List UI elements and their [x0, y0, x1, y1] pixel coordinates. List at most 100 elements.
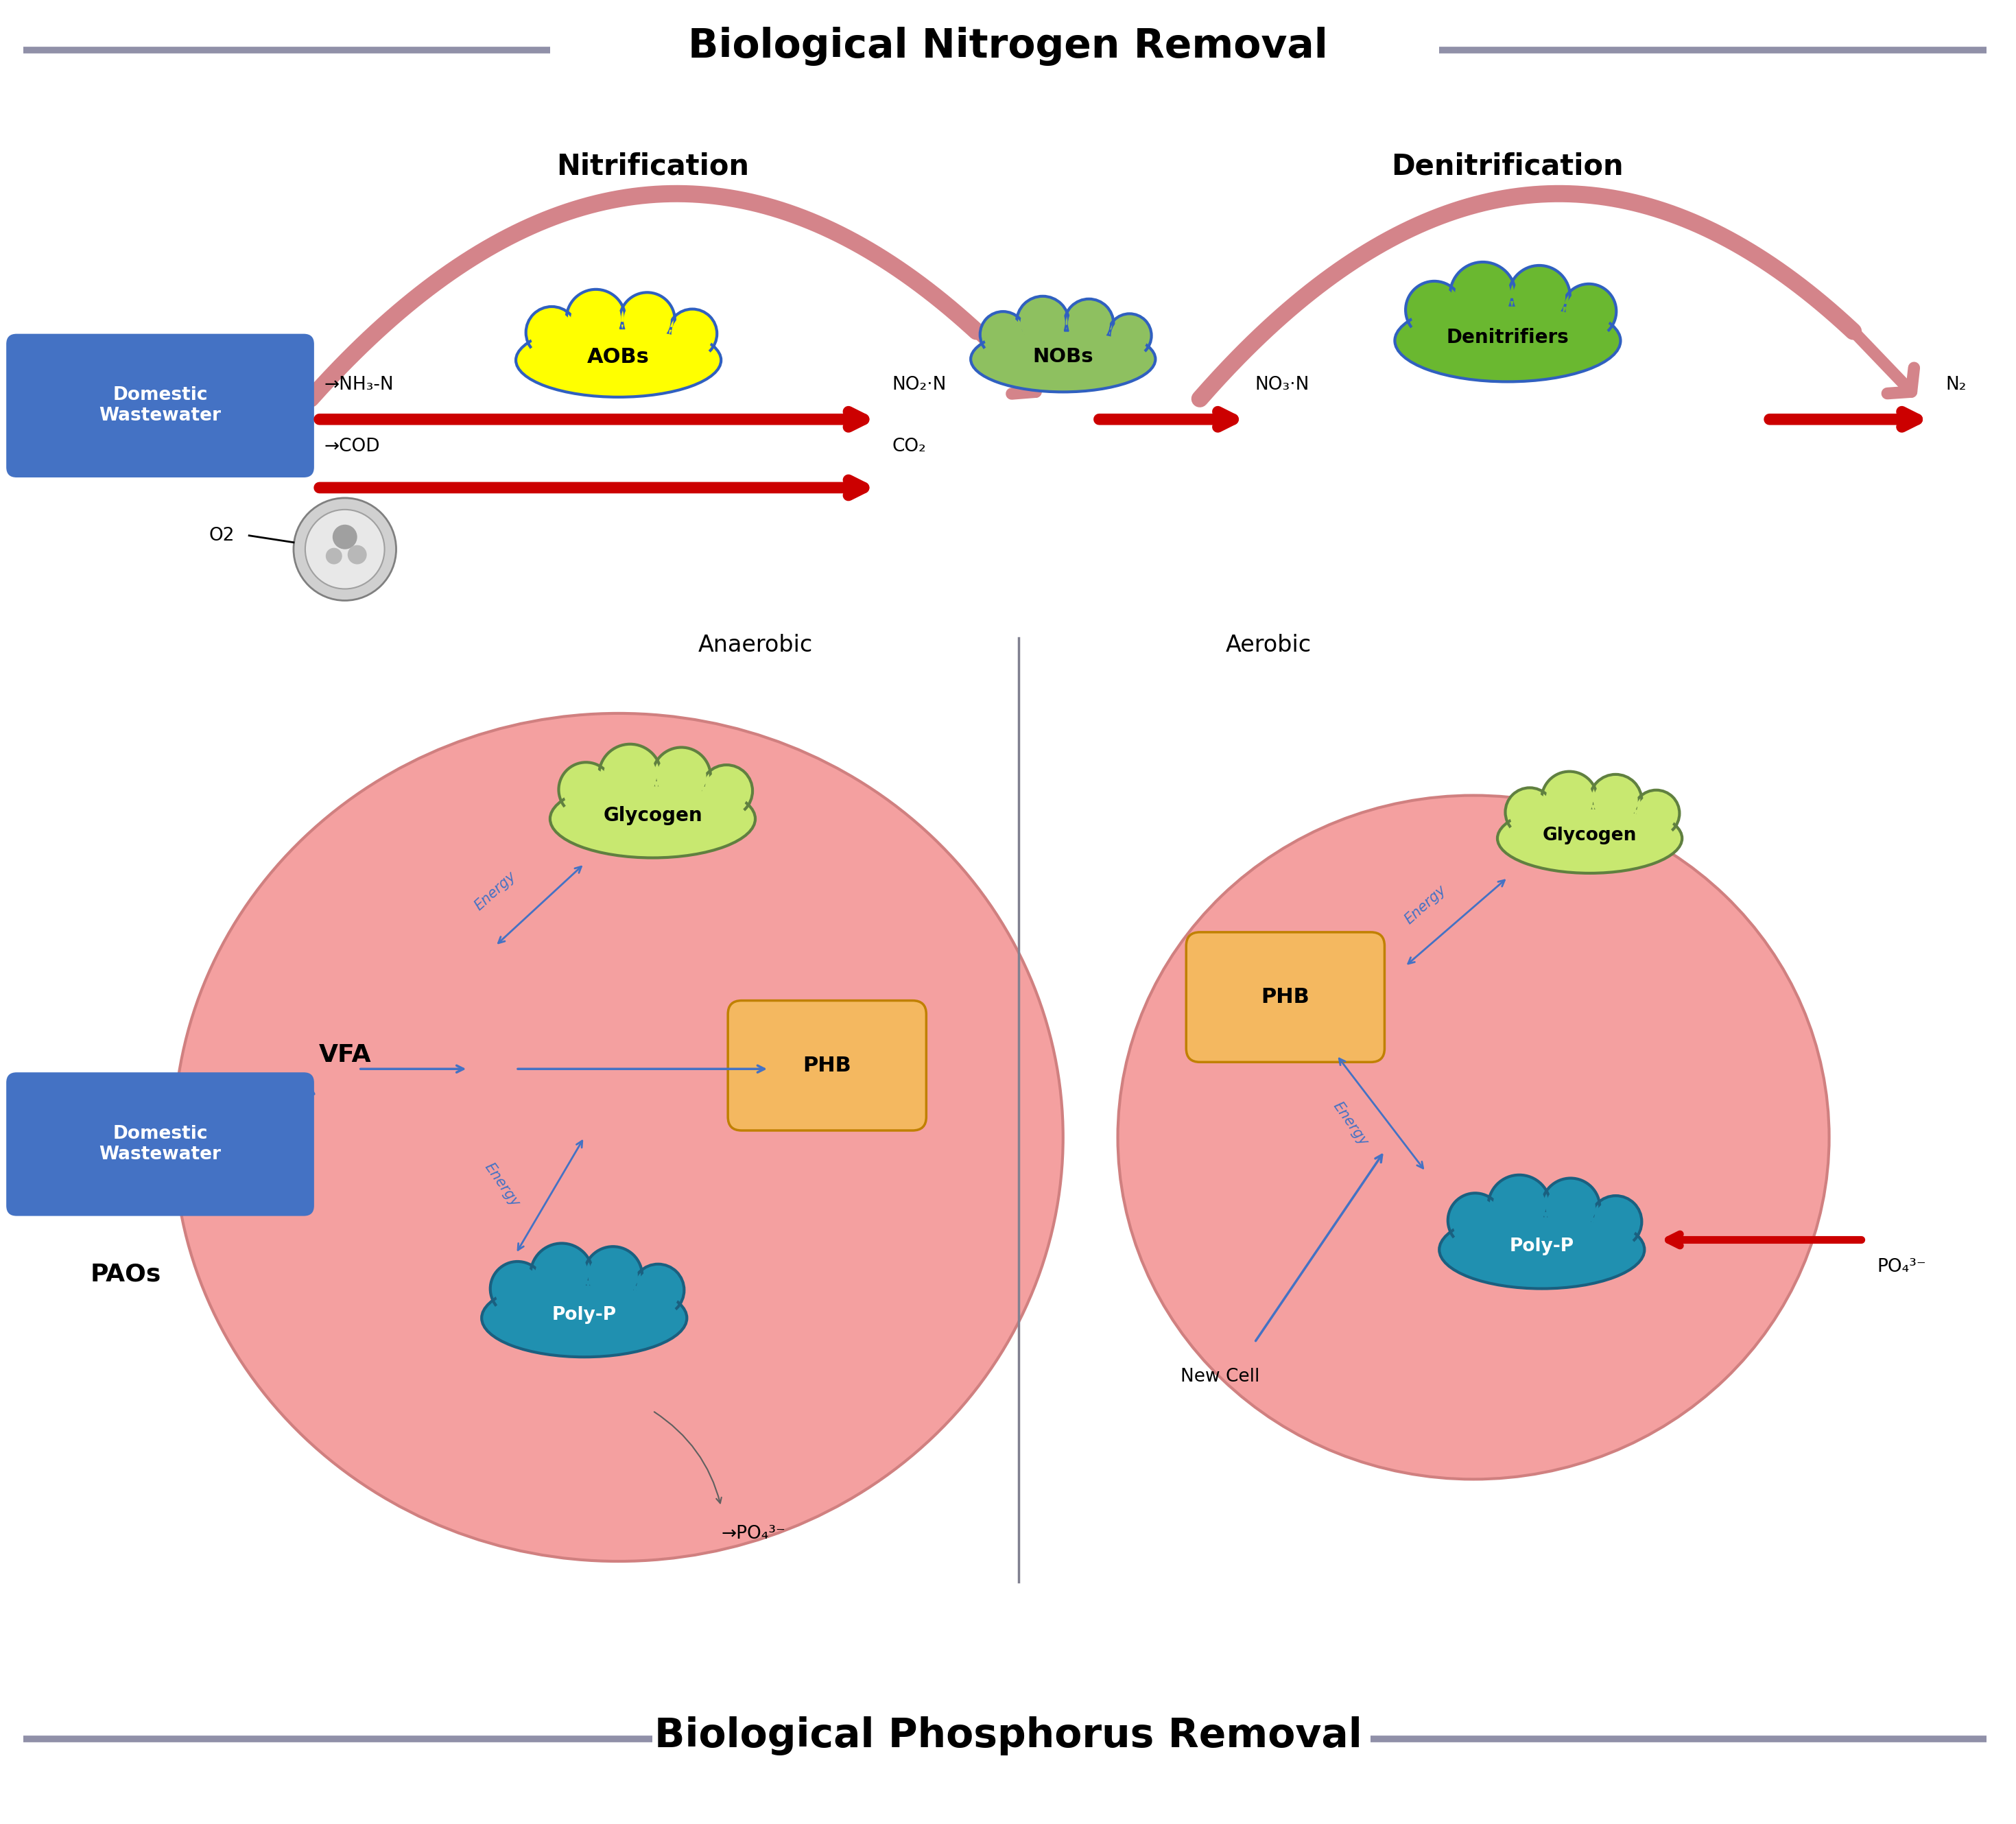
FancyBboxPatch shape [6, 1073, 314, 1217]
Circle shape [571, 294, 621, 345]
Circle shape [562, 766, 609, 814]
Text: PO₄³⁻: PO₄³⁻ [1877, 1259, 1925, 1277]
Text: Glycogen: Glycogen [603, 806, 702, 824]
Circle shape [1508, 266, 1570, 326]
Ellipse shape [558, 786, 748, 852]
Text: N₂: N₂ [1945, 376, 1966, 394]
Ellipse shape [1447, 1217, 1637, 1282]
Text: CO₂: CO₂ [891, 438, 925, 456]
Circle shape [633, 1264, 683, 1317]
Circle shape [1542, 772, 1597, 828]
Circle shape [1562, 285, 1617, 339]
Text: Denitrification: Denitrification [1391, 151, 1623, 181]
Text: Domestic
Wastewater: Domestic Wastewater [99, 1125, 222, 1164]
Circle shape [635, 1268, 679, 1311]
Circle shape [1506, 788, 1554, 837]
Text: →COD: →COD [325, 438, 381, 456]
Circle shape [566, 290, 625, 348]
Circle shape [980, 312, 1026, 358]
Circle shape [619, 292, 675, 348]
Circle shape [1447, 1193, 1502, 1248]
Circle shape [1637, 793, 1675, 834]
FancyBboxPatch shape [1185, 932, 1385, 1062]
Ellipse shape [1439, 1211, 1645, 1288]
Circle shape [1566, 288, 1613, 334]
Text: NOBs: NOBs [1032, 347, 1093, 367]
Text: Poly-P: Poly-P [1510, 1237, 1574, 1255]
Circle shape [1405, 281, 1464, 339]
Circle shape [1111, 317, 1149, 354]
Circle shape [1452, 1197, 1498, 1244]
Text: VFA: VFA [319, 1043, 371, 1067]
Ellipse shape [516, 323, 722, 398]
Ellipse shape [550, 781, 756, 857]
Circle shape [490, 1262, 544, 1317]
Ellipse shape [972, 326, 1155, 392]
Circle shape [333, 525, 357, 549]
Ellipse shape [482, 1279, 687, 1357]
Circle shape [534, 1248, 589, 1301]
Circle shape [1593, 779, 1637, 823]
Circle shape [671, 312, 714, 354]
Text: PAOs: PAOs [91, 1262, 161, 1286]
Circle shape [603, 750, 657, 803]
Circle shape [1409, 286, 1460, 334]
Ellipse shape [1498, 803, 1681, 874]
Text: Denitrifiers: Denitrifiers [1445, 328, 1568, 347]
Text: Energy: Energy [472, 870, 518, 914]
Circle shape [1456, 266, 1510, 323]
Text: PHB: PHB [1262, 987, 1310, 1007]
Circle shape [585, 1246, 643, 1304]
Text: Energy: Energy [1331, 1100, 1371, 1149]
Circle shape [1591, 1197, 1641, 1248]
Ellipse shape [490, 1286, 679, 1350]
Circle shape [1593, 1200, 1637, 1244]
Ellipse shape [978, 332, 1149, 387]
Text: Biological Nitrogen Removal: Biological Nitrogen Removal [687, 27, 1329, 66]
Circle shape [700, 764, 752, 817]
Text: Biological Phosphorus Removal: Biological Phosphorus Removal [653, 1716, 1363, 1755]
Circle shape [1492, 1180, 1546, 1233]
Circle shape [530, 1244, 593, 1306]
Circle shape [651, 748, 710, 806]
Text: Aerobic: Aerobic [1226, 633, 1310, 657]
Circle shape [494, 1266, 540, 1311]
Ellipse shape [1403, 306, 1613, 376]
Text: Nitrification: Nitrification [556, 151, 750, 181]
Circle shape [599, 744, 661, 806]
Circle shape [1508, 792, 1550, 834]
Text: →PO₄³⁻: →PO₄³⁻ [722, 1525, 786, 1543]
Circle shape [294, 498, 397, 600]
Text: AOBs: AOBs [587, 347, 649, 367]
Circle shape [558, 762, 613, 817]
Circle shape [1068, 303, 1111, 345]
Circle shape [1633, 790, 1679, 837]
Ellipse shape [1395, 299, 1621, 381]
Text: Domestic
Wastewater: Domestic Wastewater [99, 387, 222, 425]
Circle shape [984, 316, 1022, 354]
Circle shape [1450, 263, 1516, 328]
Text: Glycogen: Glycogen [1542, 826, 1637, 845]
Circle shape [1107, 314, 1151, 358]
Circle shape [1016, 295, 1068, 348]
Circle shape [1589, 775, 1641, 826]
Circle shape [1542, 1178, 1601, 1237]
Ellipse shape [1117, 795, 1829, 1479]
Circle shape [530, 310, 575, 354]
Circle shape [526, 306, 579, 358]
Text: Anaerobic: Anaerobic [698, 633, 812, 657]
Text: →NH₃-N: →NH₃-N [325, 376, 393, 394]
Circle shape [589, 1251, 637, 1301]
Circle shape [347, 545, 367, 564]
Text: New Cell: New Cell [1181, 1368, 1260, 1386]
FancyBboxPatch shape [6, 334, 314, 478]
Text: NO₃·N: NO₃·N [1254, 376, 1308, 394]
Text: NO₂·N: NO₂·N [891, 376, 946, 394]
Circle shape [1488, 1175, 1550, 1237]
Circle shape [1546, 1182, 1595, 1233]
Circle shape [704, 768, 748, 814]
Circle shape [657, 751, 706, 801]
Circle shape [1020, 301, 1064, 345]
Text: PHB: PHB [802, 1056, 851, 1076]
Text: Poly-P: Poly-P [552, 1306, 617, 1324]
